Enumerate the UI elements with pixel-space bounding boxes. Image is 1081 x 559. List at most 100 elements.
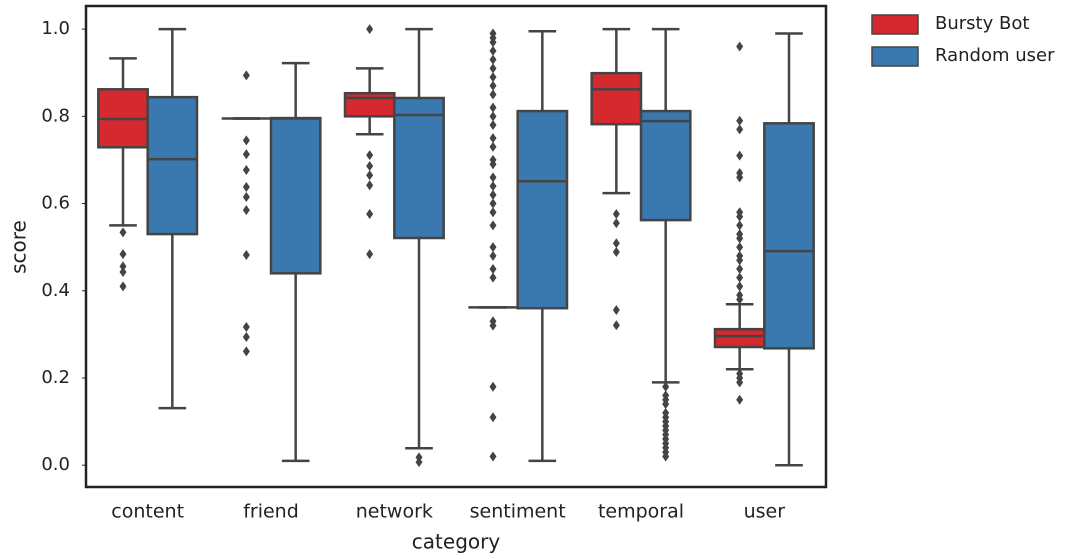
flier — [489, 181, 497, 192]
whisker-high — [405, 27, 433, 99]
flier — [489, 37, 497, 48]
flier — [242, 250, 250, 261]
flier — [489, 111, 497, 122]
flier — [489, 141, 497, 152]
y-tick-label: 0.2 — [41, 367, 70, 388]
y-tick-label: 0.0 — [41, 454, 70, 475]
whisker-high — [281, 61, 310, 119]
flier — [489, 172, 497, 183]
flier — [489, 45, 497, 56]
flier — [489, 220, 497, 231]
y-tick-label: 0.8 — [41, 105, 70, 126]
flier — [736, 172, 744, 183]
flier — [119, 267, 127, 278]
box — [269, 116, 322, 275]
box — [343, 91, 396, 118]
flier — [366, 24, 374, 35]
whisker-high — [528, 30, 557, 112]
flier — [736, 281, 744, 292]
flier — [242, 70, 250, 81]
whisker-low — [405, 237, 433, 450]
legend-swatch — [871, 14, 919, 35]
flier — [489, 263, 497, 274]
flier — [489, 54, 497, 65]
y-axis-label: score — [7, 220, 31, 274]
flier — [366, 209, 374, 220]
flier — [489, 159, 497, 170]
whisker-low — [651, 220, 680, 384]
whisker-high — [355, 67, 384, 94]
flier — [736, 242, 744, 253]
whisker-high — [602, 27, 631, 74]
flier — [489, 63, 497, 74]
flier — [119, 227, 127, 238]
flier — [612, 218, 620, 229]
whisker-low — [109, 147, 137, 227]
whisker-high — [109, 57, 137, 90]
flier — [242, 346, 250, 357]
flier — [242, 331, 250, 342]
flier — [489, 242, 497, 253]
y-tick-label: 0.4 — [41, 280, 70, 301]
flier — [489, 272, 497, 283]
x-tick-label: sentiment — [470, 501, 566, 523]
legend-label: Random user — [935, 45, 1055, 66]
flier — [489, 412, 497, 423]
x-axis-label: category — [412, 530, 501, 554]
flier — [489, 381, 497, 392]
flier — [736, 394, 744, 405]
whisker-low — [775, 348, 803, 467]
box — [590, 71, 643, 126]
flier — [242, 205, 250, 216]
x-tick-label: user — [744, 501, 786, 523]
flier — [489, 102, 497, 113]
flier — [242, 321, 250, 332]
whisker-low — [602, 124, 631, 195]
x-tick-label: network — [356, 501, 433, 523]
flier — [489, 120, 497, 131]
flier — [736, 272, 744, 283]
flier — [736, 294, 744, 305]
whisker-high — [651, 27, 680, 112]
flier — [489, 207, 497, 218]
flier — [736, 41, 744, 52]
flier — [736, 124, 744, 135]
flier — [662, 381, 670, 392]
flier — [489, 72, 497, 83]
whisker-low — [528, 308, 557, 463]
flier — [612, 320, 620, 331]
flier — [415, 457, 423, 468]
box — [713, 327, 766, 349]
flier — [736, 220, 744, 231]
flier — [489, 133, 497, 144]
flier — [736, 255, 744, 266]
flier — [489, 451, 497, 462]
flier — [612, 304, 620, 315]
x-tick-label: temporal — [598, 501, 684, 523]
flier — [736, 211, 744, 222]
whisker-high — [725, 303, 754, 330]
flier — [489, 80, 497, 91]
flier — [119, 261, 127, 272]
whisker-low — [725, 347, 754, 371]
flier — [489, 320, 497, 331]
plot-frame — [84, 4, 828, 489]
flier — [489, 198, 497, 209]
box — [763, 122, 815, 350]
flier — [366, 180, 374, 191]
flier — [489, 250, 497, 261]
box — [393, 96, 445, 240]
whisker-high — [158, 27, 187, 98]
flier — [366, 161, 374, 172]
flier — [366, 249, 374, 260]
flier — [612, 209, 620, 220]
flier — [736, 377, 744, 388]
whisker-low — [158, 234, 187, 410]
whisker-high — [775, 32, 803, 124]
flier — [242, 135, 250, 146]
box — [516, 109, 569, 310]
flier — [489, 89, 497, 100]
flier — [366, 170, 374, 181]
x-tick-label: content — [111, 501, 184, 523]
